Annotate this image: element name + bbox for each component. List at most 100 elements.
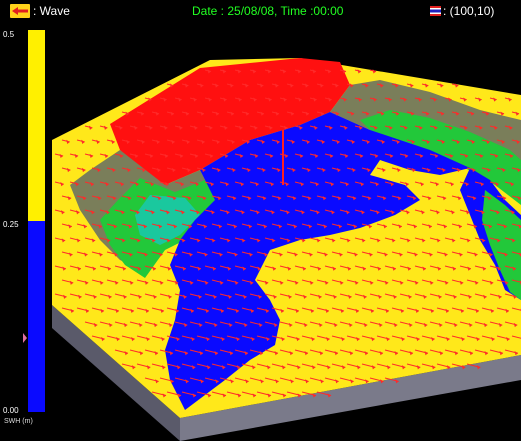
wave-arrow-head <box>375 182 379 187</box>
wave-arrow-head <box>512 266 516 271</box>
wave-arrow-head <box>137 266 141 271</box>
wave-arrow-head <box>328 97 332 102</box>
wave-arrow-head <box>478 97 482 102</box>
wave-arrow-head <box>379 351 383 356</box>
wave-arrow-head <box>309 252 313 257</box>
wave-arrow-head <box>474 280 479 285</box>
wave-arrow-head <box>207 393 212 398</box>
wave-arrow-head <box>350 111 355 116</box>
wave-arrow-head <box>164 153 169 159</box>
wave-arrow-head <box>378 294 382 299</box>
wave-arrow-head <box>234 280 239 285</box>
wave-arrow-head <box>311 365 316 370</box>
wave-arrow-head <box>212 266 216 271</box>
wave-arrow-head <box>474 252 478 257</box>
wave-arrow-head <box>334 83 339 88</box>
wave-arrow-head <box>324 280 329 285</box>
wave-arrow-head <box>257 266 261 271</box>
wave-arrow-head <box>427 196 432 201</box>
wave-arrow-head <box>438 322 443 328</box>
wave-arrow-head <box>174 280 179 285</box>
wave-arrow-head <box>153 322 158 328</box>
wave-arrow-head <box>420 182 424 187</box>
wave-arrow-head <box>340 308 344 313</box>
wave-arrow-head <box>458 224 462 229</box>
wave-arrow-head <box>454 351 458 356</box>
wave-arrow-head <box>252 69 256 74</box>
wave-arrow-head <box>166 238 171 243</box>
wave-arrow-head <box>230 379 234 384</box>
wave-arrow-head <box>101 336 105 342</box>
wave-arrow-head <box>444 252 448 257</box>
wave-arrow-head <box>253 97 257 102</box>
wave-arrow-head <box>242 266 246 271</box>
wave-arrow-head <box>295 308 299 313</box>
wave-arrow-head <box>152 266 156 271</box>
wave-arrow-head <box>171 167 176 173</box>
wave-arrow-head <box>353 224 357 229</box>
wave-arrow-head <box>123 294 127 299</box>
wave-arrow-head <box>370 308 374 313</box>
wave-arrow-head <box>466 238 471 243</box>
wave-arrow-head <box>506 336 510 342</box>
wave-arrow-head <box>311 336 315 342</box>
right-coast-land <box>482 190 521 300</box>
wave-arrow-head <box>230 111 235 116</box>
wave-arrow-head <box>274 83 279 88</box>
wave-arrow-head <box>471 167 476 173</box>
wave-direction-arrows <box>54 69 521 398</box>
wave-arrow-head <box>443 224 447 229</box>
wave-arrow-head <box>207 69 211 74</box>
wave-arrow-head <box>150 182 154 187</box>
colorbar-mid-label: 0.25 <box>3 220 19 229</box>
wave-arrow-head <box>108 322 113 328</box>
wave-arrow-head <box>252 393 257 398</box>
wave-arrow-head <box>374 153 379 159</box>
wave-arrow-head <box>481 210 485 215</box>
arrow-left-icon <box>10 4 30 18</box>
wave-arrow-head <box>490 308 494 313</box>
wave-arrow-head <box>216 167 221 173</box>
wave-arrow-head <box>294 280 299 285</box>
wave-arrow-head <box>203 224 207 229</box>
wave-arrow-head <box>173 224 177 229</box>
wave-arrow-head <box>467 266 471 271</box>
wave-arrow-head <box>454 83 459 88</box>
wave-arrow-head <box>228 294 232 299</box>
wave-arrow-head <box>250 308 254 313</box>
wave-arrow-head <box>108 294 112 299</box>
wave-arrow-head <box>275 379 279 384</box>
wave-arrow-head <box>209 153 214 159</box>
wave-arrow-head <box>412 196 417 201</box>
wave-arrow-head <box>126 167 131 173</box>
wave-arrow-head <box>391 210 395 215</box>
wave-arrow-head <box>259 83 264 88</box>
wave-arrow-head <box>455 111 460 116</box>
wave-arrow-head <box>91 238 96 243</box>
wave-arrow-head <box>168 322 173 328</box>
wave-arrow-head <box>205 308 209 313</box>
wave-arrow-head <box>453 322 458 328</box>
wave-arrow-head <box>184 83 189 88</box>
wave-arrow-head <box>76 210 80 215</box>
wave-arrow-head <box>476 336 480 342</box>
wave-arrow-head <box>90 182 94 187</box>
wave-arrow-head <box>449 153 454 159</box>
wave-arrow-head <box>509 153 514 159</box>
colorbar-min-label: 0.00 <box>3 406 19 415</box>
wave-arrow-head <box>263 224 267 229</box>
wave-arrow-head <box>415 308 419 313</box>
wave-arrow-head <box>329 153 334 159</box>
terrain-base-side-left <box>52 305 180 441</box>
wave-arrow-head <box>158 224 162 229</box>
wave-arrow-head <box>269 153 274 159</box>
colorbar-slider-handle[interactable] <box>23 333 27 343</box>
wave-arrow-head <box>146 365 151 370</box>
wave-arrow-head <box>151 210 155 215</box>
wave-arrow-head <box>318 322 323 328</box>
wave-arrow-head <box>103 125 108 130</box>
wave-arrow-head <box>448 125 453 130</box>
wave-arrow-head <box>481 238 486 243</box>
